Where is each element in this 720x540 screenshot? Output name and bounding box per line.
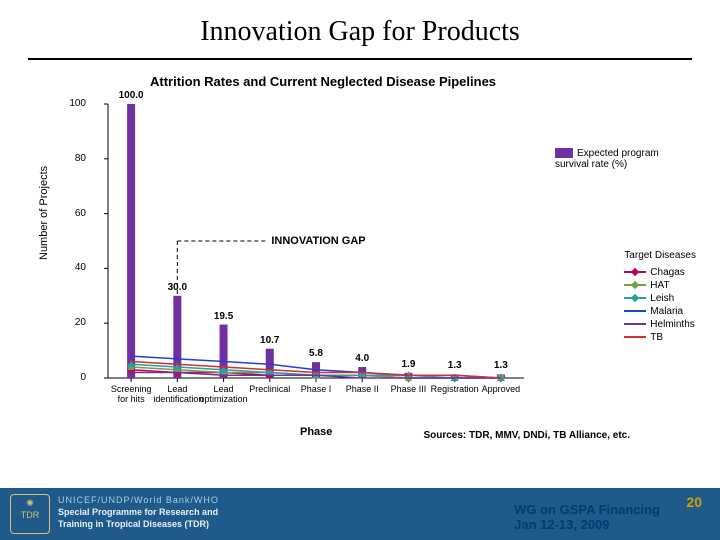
line-legend-label: Malaria — [650, 306, 683, 317]
line-legend-title: Target Diseases — [624, 250, 696, 261]
line-legend-swatch — [624, 271, 646, 273]
bar-value-label: 5.8 — [296, 348, 336, 359]
footer-org-line2a: Special Programme for Research and — [58, 506, 219, 518]
y-tick-label: 0 — [46, 372, 86, 383]
line-legend-item: Leish — [624, 293, 696, 304]
bar-legend-swatch — [555, 148, 573, 158]
bar-value-label: 1.3 — [435, 360, 475, 371]
line-legend-swatch — [624, 310, 646, 312]
x-tick-label: Phase I — [292, 384, 340, 394]
footer-org-line1: UNICEF/UNDP/World Bank/WHO — [58, 494, 219, 506]
footer: ✺TDR UNICEF/UNDP/World Bank/WHO Special … — [0, 488, 720, 540]
innovation-gap-label: INNOVATION GAP — [271, 235, 365, 247]
line-legend-label: Leish — [650, 293, 674, 304]
line-legend-item: TB — [624, 332, 696, 343]
tdr-logo: ✺TDR — [10, 494, 50, 534]
title-divider — [28, 58, 692, 60]
x-tick-label: Registration — [431, 384, 479, 394]
bar-legend: Expected program survival rate (%) — [555, 148, 695, 170]
y-tick-label: 20 — [46, 317, 86, 328]
slide-root: Innovation Gap for Products Attrition Ra… — [0, 0, 720, 540]
line-legend-swatch — [624, 323, 646, 325]
footer-right-line1: WG on GSPA Financing — [514, 502, 660, 517]
line-legend-label: TB — [650, 332, 663, 343]
x-tick-label: Lead optimization — [200, 384, 248, 404]
bar-value-label: 30.0 — [157, 282, 197, 293]
footer-right-line2: Jan 12-13, 2009 — [514, 517, 660, 532]
slide-title: Innovation Gap for Products — [0, 16, 720, 48]
bar-value-label: 19.5 — [204, 311, 244, 322]
x-tick-label: Approved — [477, 384, 525, 394]
footer-org-text: UNICEF/UNDP/World Bank/WHO Special Progr… — [58, 494, 219, 530]
x-tick-label: Screening for hits — [107, 384, 155, 404]
line-legend-item: HAT — [624, 280, 696, 291]
bar-value-label: 1.3 — [481, 360, 521, 371]
line-legend: Target Diseases Chagas HAT Leish Malaria Hel… — [624, 250, 696, 345]
x-tick-label: Phase III — [384, 384, 432, 394]
y-tick-label: 40 — [46, 262, 86, 273]
chart-title: Attrition Rates and Current Neglected Di… — [150, 74, 496, 89]
footer-right: WG on GSPA Financing Jan 12-13, 2009 — [514, 502, 660, 532]
line-legend-swatch — [624, 284, 646, 286]
y-tick-label: 100 — [46, 98, 86, 109]
x-tick-label: Lead identification — [153, 384, 201, 404]
x-tick-label: Phase II — [338, 384, 386, 394]
bar-value-label: 100.0 — [111, 90, 151, 101]
slide-number: 20 — [686, 494, 702, 510]
y-tick-label: 80 — [46, 153, 86, 164]
x-tick-label: Preclinical — [246, 384, 294, 394]
line-legend-swatch — [624, 297, 646, 299]
footer-org-line2b: Training in Tropical Diseases (TDR) — [58, 518, 219, 530]
x-axis-label: Phase — [300, 426, 332, 438]
line-legend-label: Chagas — [650, 267, 684, 278]
line-legend-item: Malaria — [624, 306, 696, 317]
y-tick-label: 60 — [46, 208, 86, 219]
line-legend-label: Helminths — [650, 319, 694, 330]
line-legend-swatch — [624, 336, 646, 338]
bar-value-label: 1.9 — [388, 359, 428, 370]
bar-value-label: 10.7 — [250, 335, 290, 346]
bar-value-label: 4.0 — [342, 353, 382, 364]
line-legend-item: Helminths — [624, 319, 696, 330]
line-legend-item: Chagas — [624, 267, 696, 278]
sources-text: Sources: TDR, MMV, DNDi, TB Alliance, et… — [423, 430, 630, 441]
line-legend-label: HAT — [650, 280, 669, 291]
